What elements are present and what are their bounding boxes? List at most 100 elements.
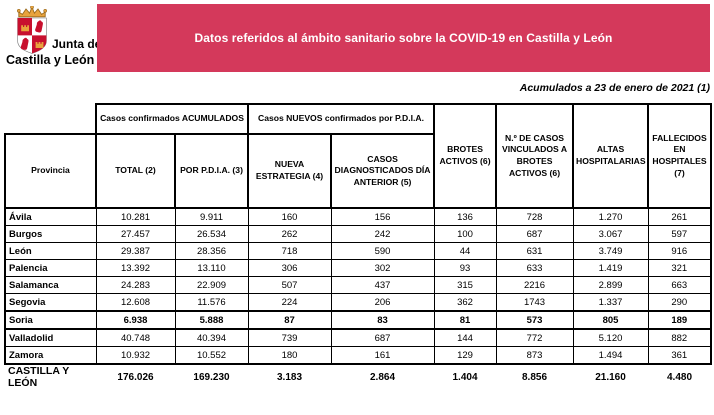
junta-logo: Junta de Castilla y León [6,4,111,70]
value-cell: 262 [247,225,332,243]
province-cell: León [4,242,97,260]
value-cell: 93 [433,259,497,277]
covid-data-table: Casos confirmados ACUMULADOS Casos NUEVO… [4,103,713,389]
col-header-total: TOTAL (2) [95,133,176,209]
total-value-cell: 176.026 [117,371,154,383]
value-cell: 590 [330,242,435,260]
table-row-zamora: Zamora 10.932 10.552 180 161 129 873 1.4… [4,346,713,365]
value-cell: 10.281 [95,207,176,226]
value-cell: 718 [247,242,332,260]
table-row-valladolid: Valladolid 40.748 40.394 739 687 144 772… [4,328,713,347]
col-header-by-pdia: POR P.D.I.A. (3) [173,133,250,209]
value-cell: 27.457 [95,225,176,243]
value-cell: 361 [647,346,713,365]
value-cell: 40.748 [95,328,176,347]
junta-shield-icon [17,6,47,54]
value-cell: 206 [330,293,435,312]
value-cell: 11.576 [174,293,249,312]
value-cell: 224 [247,293,332,312]
col-header-outbreak-linked-cases: N.º DE CASOS VINCULADOS A BROTES ACTIVOS… [495,103,575,209]
value-cell: 728 [495,207,574,226]
value-cell: 882 [647,328,713,347]
value-cell: 5.888 [174,310,249,330]
total-value-cell: 169.230 [193,371,230,383]
value-cell: 100 [433,225,497,243]
value-cell: 507 [247,276,332,294]
value-cell: 28.356 [174,242,249,260]
value-cell: 633 [495,259,574,277]
banner-title: Datos referidos al ámbito sanitario sobr… [194,31,613,45]
value-cell: 129 [433,346,497,365]
value-cell: 180 [247,346,332,365]
value-cell: 916 [647,242,713,260]
value-cell: 44 [433,242,497,260]
total-value-cell: 2.864 [370,371,396,383]
total-value-cell: 8.856 [522,371,548,383]
value-cell: 189 [647,310,713,330]
date-note: Acumulados a 23 de enero de 2021 (1) [519,82,710,94]
value-cell: 321 [647,259,713,277]
value-cell: 242 [330,225,435,243]
table-row-total-castilla-y-leon: CASTILLA Y LEÓN 176.026 169.230 3.183 2.… [5,364,711,389]
value-cell: 6.938 [95,310,176,330]
value-cell: 772 [495,328,574,347]
table-row-soria-highlighted: Soria 6.938 5.888 87 83 81 573 805 189 [4,310,713,330]
province-cell: Ávila [4,207,97,226]
value-cell: 10.932 [95,346,176,365]
value-cell: 136 [433,207,497,226]
group-header-accumulated: Casos confirmados ACUMULADOS [94,103,250,135]
value-cell: 161 [330,346,435,365]
value-cell: 13.392 [95,259,176,277]
value-cell: 663 [647,276,713,294]
value-cell: 261 [647,207,713,226]
value-cell: 26.534 [174,225,249,243]
col-header-hospital-discharges: ALTAS HOSPITALARIAS [572,103,650,209]
value-cell: 687 [495,225,574,243]
title-banner: Datos referidos al ámbito sanitario sobr… [97,4,710,72]
value-cell: 12.608 [95,293,176,312]
value-cell: 597 [647,225,713,243]
value-cell: 29.387 [95,242,176,260]
total-label: CASTILLA Y LEÓN [8,365,70,389]
value-cell: 873 [495,346,574,365]
table-row-palencia: Palencia 13.392 13.110 306 302 93 633 1.… [4,259,713,277]
total-value-cell: 21.160 [595,371,626,383]
value-cell: 1.270 [572,207,649,226]
table-row-salamanca: Salamanca 24.283 22.909 507 437 315 2216… [4,276,713,294]
value-cell: 1.337 [572,293,649,312]
value-cell: 3.749 [572,242,649,260]
logo-text-line1: Junta de [52,37,102,51]
header-spacer [5,104,96,134]
logo-text-line2: Castilla y León [6,53,95,67]
province-cell: Valladolid [4,328,97,347]
col-header-active-outbreaks: BROTES ACTIVOS (6) [433,103,498,209]
col-header-province: Provincia [4,133,97,209]
total-value-cell: 4.480 [667,371,693,383]
value-cell: 315 [433,276,497,294]
value-cell: 2.899 [572,276,649,294]
value-cell: 22.909 [174,276,249,294]
table-row-avila: Ávila 10.281 9.911 160 156 136 728 1.270… [4,207,713,226]
value-cell: 805 [572,310,649,330]
value-cell: 687 [330,328,435,347]
value-cell: 1743 [495,293,574,312]
value-cell: 362 [433,293,497,312]
value-cell: 87 [247,310,332,330]
value-cell: 290 [647,293,713,312]
total-value-cell: 1.404 [452,371,478,383]
value-cell: 1.494 [572,346,649,365]
col-header-diagnosed-prev-day: CASOS DIAGNOSTICADOS DÍA ANTERIOR (5) [330,133,436,209]
value-cell: 631 [495,242,574,260]
total-value-cell: 3.183 [277,371,303,383]
value-cell: 144 [433,328,497,347]
value-cell: 9.911 [174,207,249,226]
value-cell: 3.067 [572,225,649,243]
value-cell: 160 [247,207,332,226]
value-cell: 10.552 [174,346,249,365]
group-header-new-pdia: Casos NUEVOS confirmados por P.D.I.A. [247,103,436,135]
value-cell: 40.394 [174,328,249,347]
value-cell: 81 [433,310,497,330]
province-cell: Burgos [4,225,97,243]
province-cell: Salamanca [4,276,97,294]
